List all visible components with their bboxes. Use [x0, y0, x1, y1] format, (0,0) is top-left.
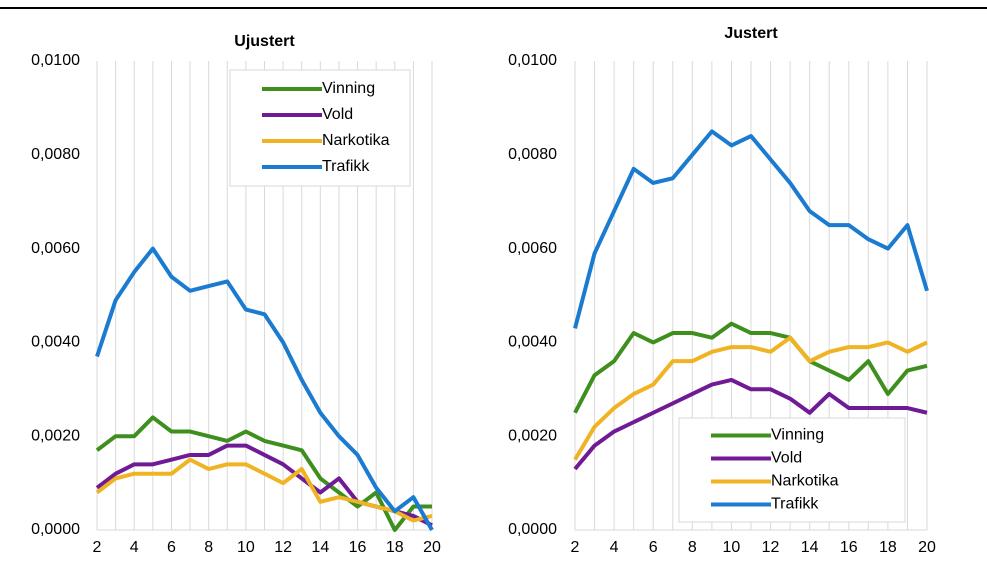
- x-tick-label: 4: [130, 539, 139, 556]
- y-tick-label: 0,0040: [508, 334, 557, 351]
- series-line: [573, 335, 928, 461]
- x-tick-label: 10: [237, 539, 255, 556]
- legend-label: Narkotika: [322, 132, 390, 149]
- y-tick-label: 0,0020: [31, 427, 80, 444]
- x-tick-label: 2: [571, 539, 580, 556]
- x-tick-label: 12: [274, 539, 292, 556]
- x-tick-label: 20: [918, 539, 936, 556]
- legend-label: Vinning: [322, 80, 375, 97]
- y-tick-label: 0,0100: [31, 52, 80, 69]
- legend-label: Narkotika: [771, 473, 839, 490]
- chart-title: Justert: [724, 25, 778, 42]
- series-line: [573, 377, 928, 471]
- x-tick-label: 16: [840, 539, 858, 556]
- series-line: [573, 129, 929, 329]
- x-tick-label: 6: [649, 539, 658, 556]
- y-tick-label: 0,0100: [508, 52, 557, 69]
- x-tick-label: 12: [762, 539, 780, 556]
- legend-label: Vold: [322, 106, 353, 123]
- y-tick-label: 0,0060: [31, 240, 80, 257]
- x-tick-label: 8: [204, 539, 213, 556]
- series-line: [573, 321, 928, 414]
- series-line: [95, 246, 434, 531]
- series-line: [95, 457, 433, 523]
- y-tick-label: 0,0040: [31, 334, 80, 351]
- x-tick-label: 16: [349, 539, 367, 556]
- legend-label: Vold: [771, 450, 802, 467]
- x-tick-label: 18: [879, 539, 897, 556]
- legend-label: Trafikk: [771, 496, 819, 513]
- y-tick-label: 0,0080: [31, 146, 80, 163]
- y-tick-label: 0,0020: [508, 427, 557, 444]
- x-tick-label: 2: [93, 539, 102, 556]
- series-line: [95, 415, 432, 532]
- y-tick-label: 0,0000: [31, 521, 80, 538]
- chart-title: Ujustert: [234, 33, 295, 50]
- y-tick-label: 0,0000: [508, 521, 557, 538]
- x-tick-label: 20: [423, 539, 441, 556]
- x-tick-label: 10: [723, 539, 741, 556]
- y-tick-label: 0,0080: [508, 146, 557, 163]
- x-tick-label: 4: [610, 539, 619, 556]
- x-tick-label: 6: [167, 539, 176, 556]
- x-tick-label: 14: [801, 539, 819, 556]
- legend-label: Vinning: [771, 427, 824, 444]
- x-tick-label: 8: [688, 539, 697, 556]
- y-tick-label: 0,0060: [508, 240, 557, 257]
- legend-label: Trafikk: [322, 158, 370, 175]
- x-tick-label: 14: [311, 539, 329, 556]
- x-tick-label: 18: [386, 539, 404, 556]
